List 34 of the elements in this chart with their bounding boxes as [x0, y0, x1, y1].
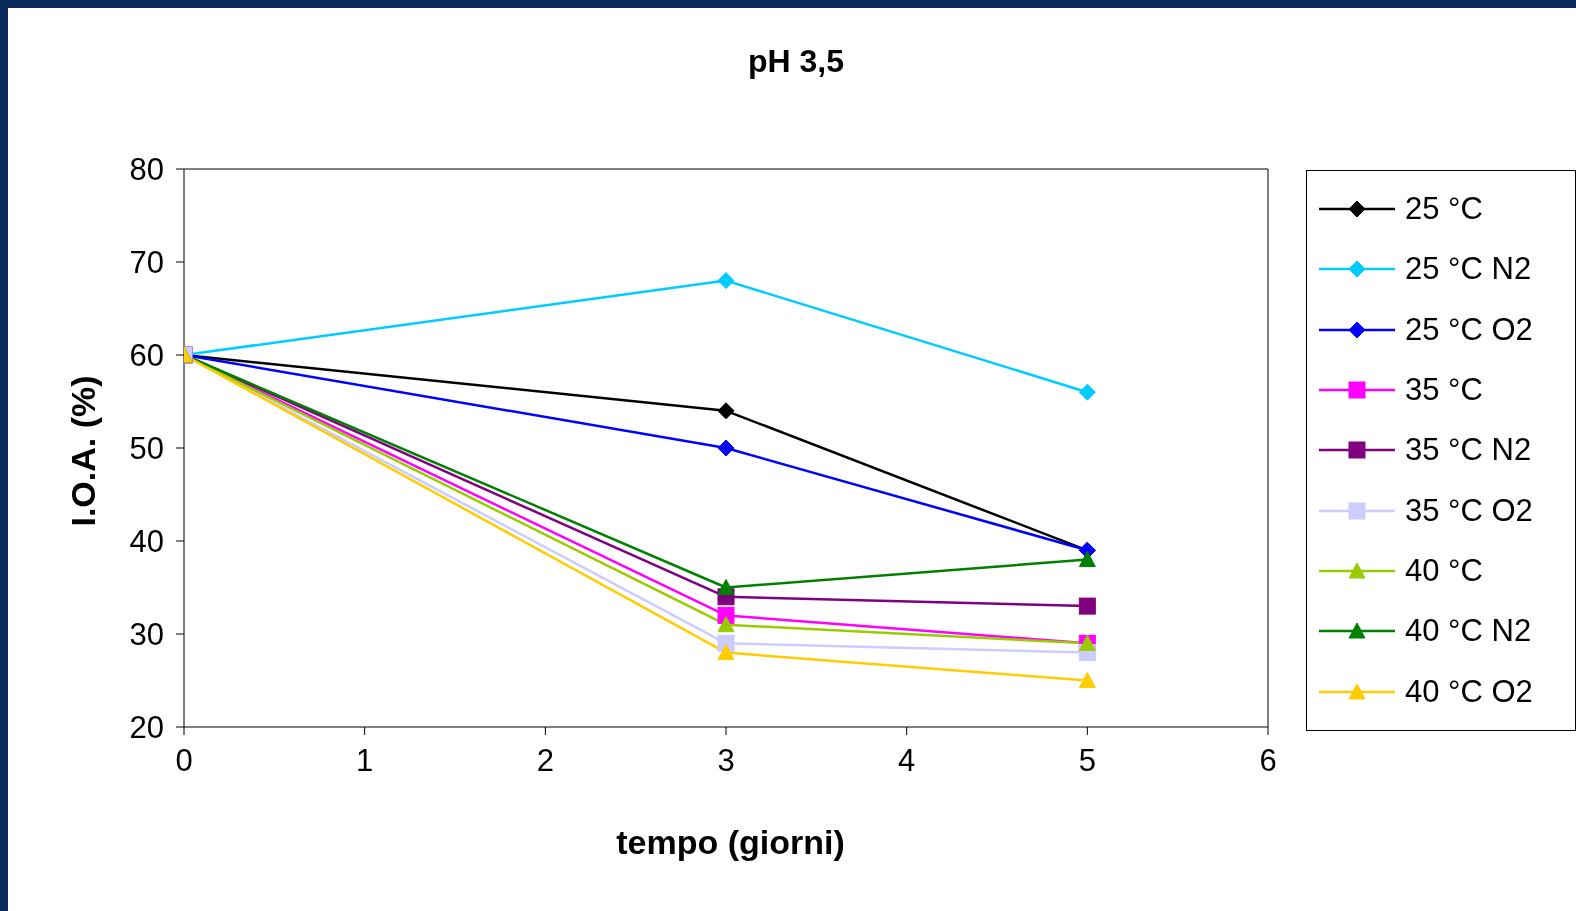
point — [717, 272, 735, 290]
point — [717, 644, 735, 661]
x-tick-label: 0 — [175, 743, 193, 779]
y-tick-label: 30 — [129, 617, 164, 653]
legend-label: 40 °C — [1405, 552, 1483, 589]
y-tick-label: 40 — [129, 524, 164, 560]
y-tick-label: 50 — [129, 431, 164, 467]
legend-label: 35 °C — [1405, 372, 1483, 409]
x-tick-label: 5 — [1078, 743, 1096, 779]
legend-label: 25 °C O2 — [1405, 311, 1533, 348]
x-tick-label: 2 — [536, 743, 554, 779]
x-tick-label: 3 — [717, 743, 735, 779]
y-tick-label: 70 — [129, 245, 164, 281]
legend-label: 35 °C N2 — [1405, 432, 1532, 469]
point — [1078, 672, 1096, 688]
point — [1078, 383, 1096, 401]
legend-label: 25 °C — [1405, 191, 1483, 228]
legend-label: 40 °C O2 — [1405, 673, 1533, 710]
y-axis-title: I.O.A. (%) — [63, 375, 103, 527]
y-tick-label: 80 — [129, 152, 164, 188]
y-tick-label: 20 — [129, 710, 164, 746]
legend-label: 25 °C N2 — [1405, 251, 1532, 288]
x-tick-label: 6 — [1259, 743, 1277, 779]
x-tick-label: 4 — [898, 743, 916, 779]
legend-label: 35 °C O2 — [1405, 492, 1533, 529]
point — [1078, 597, 1096, 615]
chart-title: pH 3,5 — [747, 43, 845, 80]
legend-label: 40 °C N2 — [1405, 613, 1532, 650]
y-tick-label: 60 — [129, 338, 164, 374]
x-tick-label: 1 — [356, 743, 374, 779]
point — [717, 402, 735, 420]
point — [717, 439, 735, 457]
point — [717, 616, 735, 633]
x-axis-title: tempo (giorni) — [615, 823, 846, 862]
